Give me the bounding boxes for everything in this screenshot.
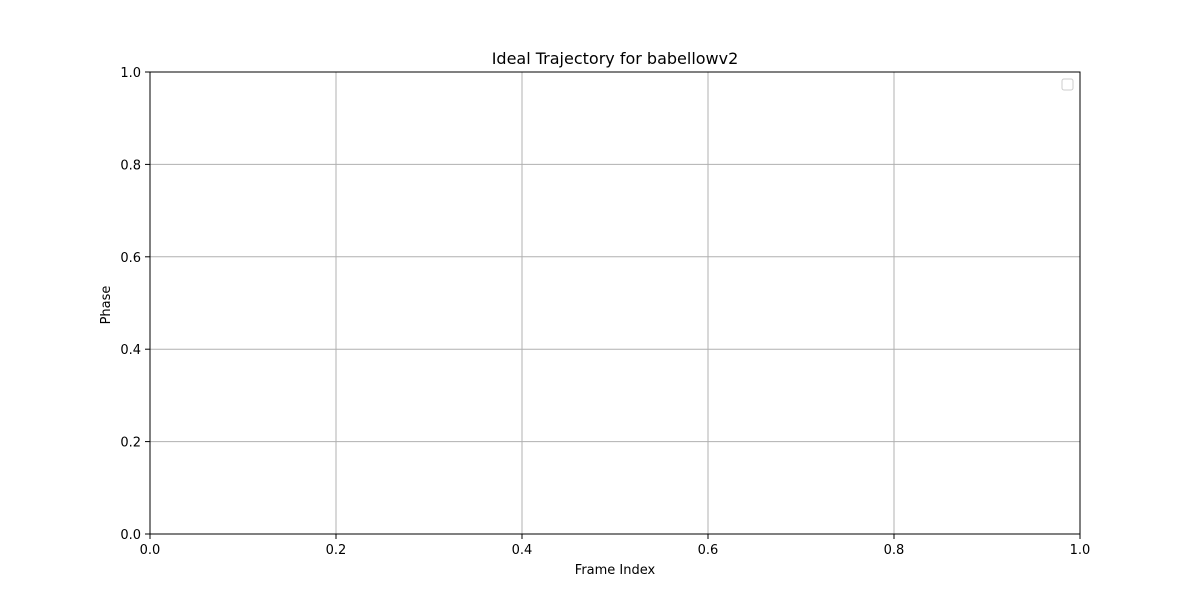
grid bbox=[149, 71, 1081, 535]
x-tick-label: 0.0 bbox=[140, 543, 161, 558]
y-tick-label: 1.0 bbox=[120, 66, 141, 81]
x-tick-label: 0.6 bbox=[698, 543, 719, 558]
y-tick-label: 0.8 bbox=[120, 158, 141, 173]
y-tick-label: 0.6 bbox=[120, 251, 141, 266]
y-tick-label: 0.2 bbox=[120, 436, 141, 451]
plot-area bbox=[149, 71, 1081, 535]
legend-box bbox=[1061, 78, 1074, 91]
y-tick-label: 0.4 bbox=[120, 343, 141, 358]
axis-ticks: 0.0 0.2 0.4 0.6 0.8 1.0 0.0 0.2 0.4 0.6 0.8 1.0 bbox=[120, 66, 1090, 558]
y-axis-label: Phase bbox=[99, 286, 114, 325]
x-tick-label: 0.8 bbox=[884, 543, 905, 558]
x-axis-label: Frame Index bbox=[575, 563, 656, 578]
y-tick-label: 0.0 bbox=[120, 528, 141, 543]
x-tick-label: 0.4 bbox=[512, 543, 533, 558]
chart-title: Ideal Trajectory for babellowv2 bbox=[492, 49, 739, 68]
x-tick-label: 0.2 bbox=[326, 543, 347, 558]
x-tick-label: 1.0 bbox=[1070, 543, 1091, 558]
